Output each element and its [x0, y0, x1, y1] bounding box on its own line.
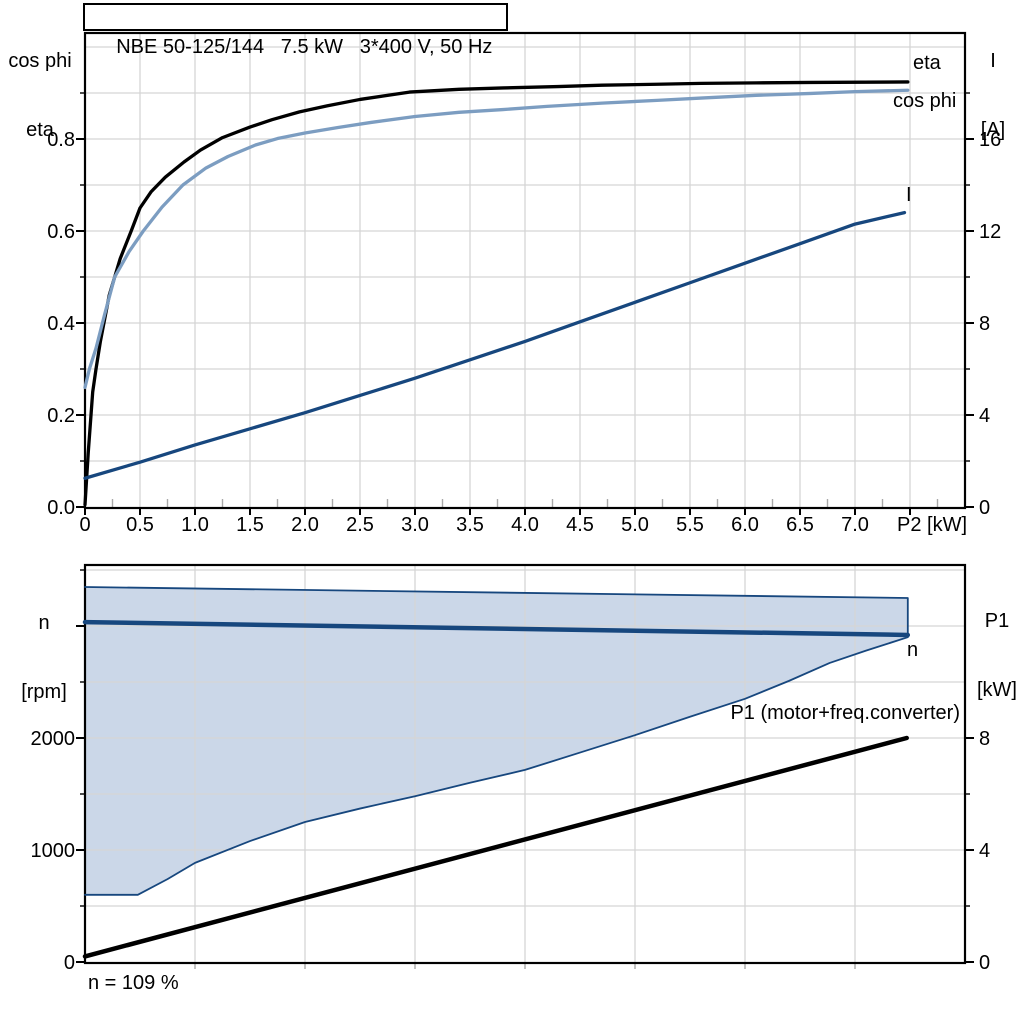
x-tick-label: 0: [79, 514, 90, 536]
bottom-right-axis-label: P1 [kW]: [970, 564, 1024, 748]
left-tick-label: 0.8: [47, 129, 75, 151]
x-tick-label: 5.5: [676, 514, 704, 536]
curve-label-cos-phi: cos phi: [893, 90, 956, 112]
x-tick-label: 0.5: [126, 514, 154, 536]
left-tick-label: 0.6: [47, 221, 75, 243]
right-tick-label: 0: [979, 497, 990, 519]
x-tick-label: 4.5: [566, 514, 594, 536]
x-tick-label: 4.0: [511, 514, 539, 536]
right-tick-label: 8: [979, 728, 990, 750]
speed-range-border: [84, 586, 909, 896]
x-tick-label: 6.0: [731, 514, 759, 536]
left-tick-label: 2000: [31, 728, 76, 750]
bottom-chart-frame: [83, 563, 967, 965]
x-tick-label: 7.0: [841, 514, 869, 536]
right-tick-label: 12: [979, 221, 1001, 243]
x-tick-label: 5.0: [621, 514, 649, 536]
bottom-left-axis-label: n [rpm]: [6, 566, 82, 750]
chart-title: NBE 50-125/144 7.5 kW 3*400 V, 50 Hz: [116, 36, 493, 58]
right-tick-label: 16: [979, 129, 1001, 151]
speed-range-area: [85, 587, 908, 895]
speed-percentage-annotation: n = 109 %: [88, 972, 179, 994]
right-axis-label-current-unit: [A]: [980, 119, 1006, 141]
x-tick-label: 1.0: [181, 514, 209, 536]
right-tick-label: 4: [979, 840, 990, 862]
left-axis-label-cosphi: cos phi: [8, 50, 72, 72]
curve-label-n: n: [907, 639, 918, 661]
left-tick-label: 1000: [31, 840, 76, 862]
left-tick-label: 0.4: [47, 313, 75, 335]
x-tick-label: 3.5: [456, 514, 484, 536]
x-tick-label: 2.0: [291, 514, 319, 536]
top-left-axis-label: cos phi eta: [0, 4, 80, 188]
right-tick-label: 8: [979, 313, 990, 335]
left-tick-label: 0.2: [47, 405, 75, 427]
right-axis-label-current: I: [990, 50, 996, 72]
x-axis-unit-label: P2 [kW]: [897, 514, 967, 536]
top-chart-frame: [83, 31, 967, 510]
right-tick-label: 4: [979, 405, 990, 427]
right-axis-label-power-unit: [kW]: [977, 679, 1017, 701]
curve-label-I: I: [906, 184, 912, 206]
left-axis-label-speed: n: [38, 612, 50, 634]
x-tick-label: 2.5: [346, 514, 374, 536]
curve-P1-motor-freq-converter-: [82, 735, 909, 959]
curve-label-eta: eta: [913, 52, 942, 74]
x-tick-label: 3.0: [401, 514, 429, 536]
x-tick-label: 6.5: [786, 514, 814, 536]
top-right-axis-label: I [A]: [966, 4, 1020, 188]
right-tick-label: 0: [979, 952, 990, 974]
x-tick-label: 1.5: [236, 514, 264, 536]
left-axis-label-eta: eta: [26, 119, 54, 141]
right-axis-label-power: P1: [984, 610, 1010, 632]
left-tick-label: 0: [64, 952, 75, 974]
curve-n: [82, 619, 911, 638]
left-axis-label-speed-unit: [rpm]: [21, 681, 67, 703]
curve-label-P1-motor-freq-converter-: P1 (motor+freq.converter): [730, 702, 960, 724]
chart-title-box: NBE 50-125/144 7.5 kW 3*400 V, 50 Hz: [83, 3, 508, 58]
curve-cos-phi: [83, 88, 910, 390]
left-tick-label: 0.0: [47, 497, 75, 519]
curve-I: [83, 210, 907, 480]
